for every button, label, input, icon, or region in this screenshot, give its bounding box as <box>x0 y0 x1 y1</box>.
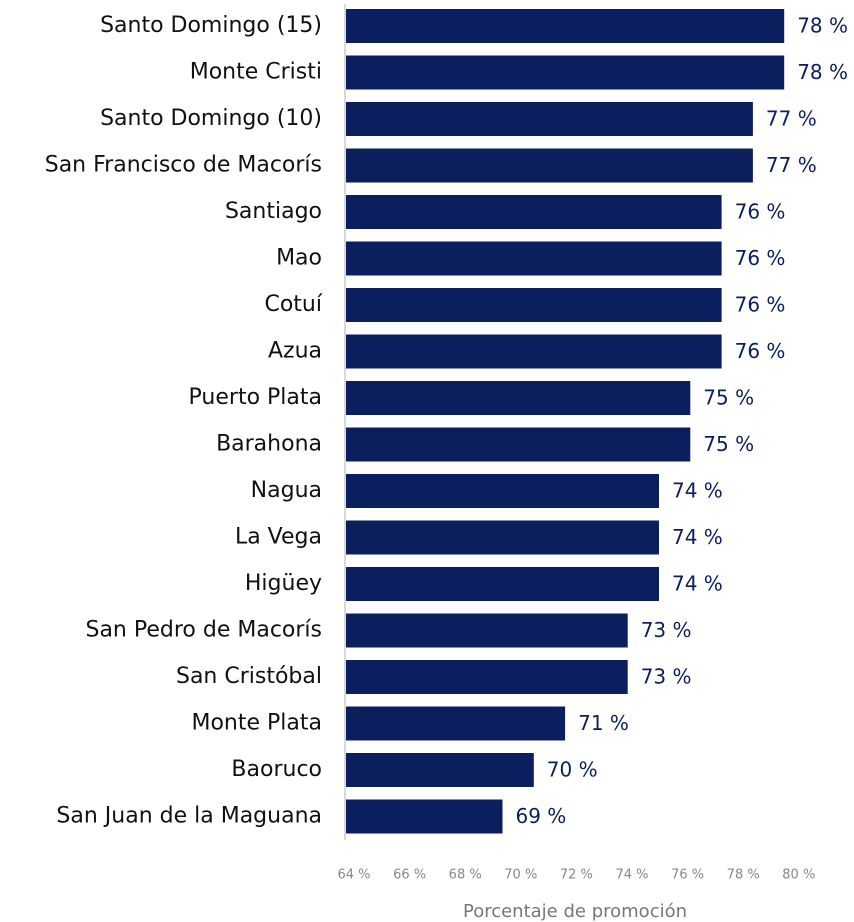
x-tick-label: 72 % <box>560 868 593 883</box>
x-axis-label: Porcentaje de promoción <box>463 901 687 922</box>
value-label: 76 % <box>735 246 786 270</box>
bar <box>346 520 659 555</box>
y-tick-label: Higüey <box>245 571 322 596</box>
bar <box>346 9 785 43</box>
y-tick-label: Monte Plata <box>191 711 322 736</box>
x-tick-label: 78 % <box>727 868 760 883</box>
bar <box>346 427 691 462</box>
value-label: 76 % <box>735 200 786 224</box>
y-tick-label: La Vega <box>235 525 322 550</box>
value-label: 74 % <box>672 479 723 503</box>
y-tick-label: Monte Cristi <box>190 60 322 85</box>
bar <box>346 753 534 787</box>
bar <box>346 474 659 508</box>
value-label: 74 % <box>672 525 723 549</box>
bar <box>346 706 566 741</box>
bar <box>346 195 722 229</box>
y-tick-label: Cotuí <box>264 292 322 317</box>
x-tick-label: 74 % <box>615 868 648 883</box>
value-label: 75 % <box>703 432 754 456</box>
bar <box>346 381 691 415</box>
y-tick-label: Mao <box>276 246 322 271</box>
value-label: 77 % <box>766 153 817 177</box>
y-tick-label: Nagua <box>251 478 322 503</box>
x-tick-label: 66 % <box>393 868 426 883</box>
bar <box>346 567 659 601</box>
value-label: 73 % <box>641 618 692 642</box>
value-label: 78 % <box>797 14 848 38</box>
value-label: 75 % <box>703 386 754 410</box>
bar <box>346 55 785 90</box>
value-label: 77 % <box>766 107 817 131</box>
x-tick-label: 64 % <box>337 868 370 883</box>
bar <box>346 102 753 136</box>
value-label: 76 % <box>735 293 786 317</box>
y-tick-label: Baoruco <box>231 757 322 782</box>
y-tick-label: Azua <box>268 339 322 364</box>
value-label: 71 % <box>578 711 629 735</box>
value-label: 76 % <box>735 339 786 363</box>
y-tick-label: Santiago <box>225 199 322 224</box>
bar <box>346 334 722 369</box>
y-tick-label: Santo Domingo (15) <box>100 13 322 38</box>
bar <box>346 613 628 648</box>
value-label: 70 % <box>547 758 598 782</box>
value-label: 74 % <box>672 572 723 596</box>
bar <box>346 288 722 322</box>
bar <box>346 241 722 276</box>
y-tick-label: San Francisco de Macorís <box>45 153 322 178</box>
x-tick-label: 68 % <box>449 868 482 883</box>
value-label: 78 % <box>797 60 848 84</box>
x-tick-label: 70 % <box>504 868 537 883</box>
y-tick-label: Santo Domingo (10) <box>100 106 322 131</box>
bar <box>346 660 628 694</box>
x-tick-label: 76 % <box>671 868 704 883</box>
y-tick-label: San Pedro de Macorís <box>85 618 322 643</box>
y-tick-label: San Juan de la Maguana <box>56 804 322 829</box>
y-tick-label: Puerto Plata <box>189 385 322 410</box>
y-tick-label: Barahona <box>216 432 322 457</box>
bar <box>346 148 753 183</box>
bar <box>346 799 503 834</box>
value-label: 73 % <box>641 665 692 689</box>
value-label: 69 % <box>516 804 567 828</box>
x-tick-label: 80 % <box>782 868 815 883</box>
y-tick-label: San Cristóbal <box>176 664 322 689</box>
